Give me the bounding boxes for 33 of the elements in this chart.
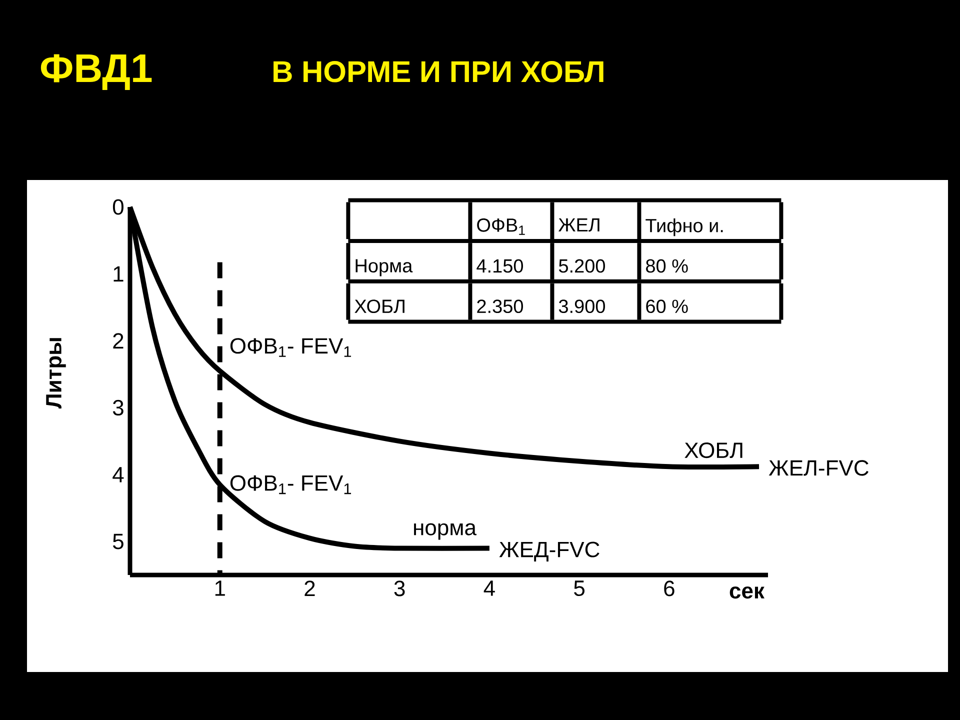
annotation: 4.150 xyxy=(476,259,523,273)
annotation: ЖЕД-FVC xyxy=(499,542,600,562)
chart-title: ФВД1 xyxy=(40,54,152,90)
series-label: ХОБЛ xyxy=(684,442,742,458)
annotation: 2.350 xyxy=(477,300,523,314)
annotation: ХОБЛ xyxy=(354,300,404,314)
x-tick-label: 1 xyxy=(215,580,225,596)
x-tick-label: 4 xyxy=(484,580,495,596)
annotation: 80 % xyxy=(646,259,688,273)
y-axis-title: Литры xyxy=(46,338,66,409)
annotation: 5.200 xyxy=(558,259,605,273)
annotation: ОФВ$_{1}$- FEV$_{1}$ xyxy=(230,475,352,494)
annotation: ЖЕЛ-FVC xyxy=(768,460,868,476)
y-tick-label: 5 xyxy=(112,534,124,550)
y-tick-label: 1 xyxy=(114,266,124,282)
annotation: 3.900 xyxy=(558,300,605,314)
annotation: ЖЕЛ xyxy=(558,218,600,232)
annotation: ОФВ$_{1}$ xyxy=(477,218,525,235)
annotation: ОФВ$_{1}$- FEV$_{1}$ xyxy=(230,338,352,357)
y-tick-label: 0 xyxy=(112,199,124,215)
annotation: Норма xyxy=(356,259,413,276)
x-tick-label: 5 xyxy=(574,580,584,596)
annotation: Тифно и. xyxy=(646,218,723,236)
annotation: 60 % xyxy=(646,300,688,314)
y-tick-label: 4 xyxy=(112,467,124,482)
y-tick-label: 2 xyxy=(113,333,124,348)
series-label: норма xyxy=(414,523,476,540)
x-tick-label: 3 xyxy=(394,580,405,596)
chart-subtitle: В НОРМЕ И ПРИ ХОБЛ xyxy=(274,61,604,82)
x-axis-title: сек xyxy=(730,586,764,599)
x-tick-label: 2 xyxy=(304,580,315,596)
x-tick-label: 6 xyxy=(664,580,674,596)
y-tick-label: 3 xyxy=(112,400,124,416)
